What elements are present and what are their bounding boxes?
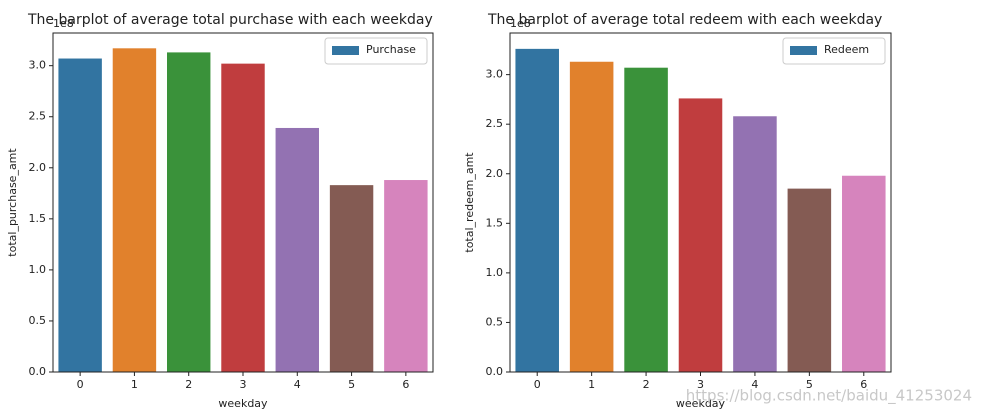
x-tick-label: 3 bbox=[697, 378, 704, 391]
x-tick-label: 3 bbox=[240, 378, 247, 391]
x-axis-label: weekday bbox=[218, 397, 268, 410]
x-tick-label: 6 bbox=[402, 378, 409, 391]
y-tick-label: 2.5 bbox=[29, 110, 47, 123]
y-tick-label: 1.5 bbox=[486, 216, 504, 229]
bar bbox=[221, 63, 265, 372]
y-tick-label: 1.5 bbox=[29, 212, 47, 225]
legend-swatch bbox=[332, 46, 359, 55]
x-tick-label: 4 bbox=[294, 378, 301, 391]
bar bbox=[275, 127, 319, 372]
bar bbox=[167, 52, 211, 372]
y-tick-label: 0.5 bbox=[29, 314, 47, 327]
y-axis-label: total_redeem_amt bbox=[463, 152, 476, 253]
bar bbox=[842, 175, 886, 372]
y-tick-label: 3.0 bbox=[29, 59, 47, 72]
x-tick-label: 0 bbox=[77, 378, 84, 391]
legend-box bbox=[324, 37, 428, 65]
y-tick-label: 3.0 bbox=[486, 68, 504, 81]
x-tick-label: 4 bbox=[751, 378, 758, 391]
bar bbox=[678, 98, 723, 372]
x-tick-label: 2 bbox=[643, 378, 650, 391]
bar bbox=[515, 48, 559, 372]
axes-frame bbox=[52, 32, 434, 373]
bar bbox=[569, 61, 614, 373]
y-tick-label: 0.0 bbox=[486, 365, 504, 378]
y-tick-label: 0.5 bbox=[486, 315, 504, 328]
watermark: https://blog.csdn.net/baidu_41253024 bbox=[686, 387, 972, 406]
legend-label: Redeem bbox=[824, 43, 869, 56]
legend-box bbox=[782, 37, 886, 65]
bar bbox=[787, 188, 832, 372]
x-tick-label: 1 bbox=[131, 378, 138, 391]
x-tick-label: 5 bbox=[806, 378, 813, 391]
y-tick-label: 0.0 bbox=[29, 365, 47, 378]
x-axis-label: weekday bbox=[676, 397, 726, 410]
y-tick-label: 2.0 bbox=[29, 161, 47, 174]
x-tick-label: 6 bbox=[860, 378, 867, 391]
legend-swatch bbox=[790, 46, 817, 55]
bar bbox=[58, 58, 102, 373]
x-tick-label: 2 bbox=[185, 378, 192, 391]
bar bbox=[624, 67, 668, 372]
chart-title: The barplot of average total redeem with… bbox=[487, 12, 882, 28]
bar bbox=[384, 180, 428, 372]
x-tick-label: 5 bbox=[348, 378, 355, 391]
y-tick-label: 2.5 bbox=[486, 117, 504, 130]
axis-offset: 1e8 bbox=[510, 17, 531, 30]
x-tick-label: 0 bbox=[534, 378, 541, 391]
legend-label: Purchase bbox=[366, 43, 416, 56]
bar bbox=[112, 48, 157, 373]
chart-title: The barplot of average total purchase wi… bbox=[27, 12, 433, 28]
x-tick-label: 1 bbox=[588, 378, 595, 391]
y-tick-label: 2.0 bbox=[486, 167, 504, 180]
y-tick-label: 1.0 bbox=[29, 263, 47, 276]
bar bbox=[733, 116, 777, 373]
y-axis-label: total_purchase_amt bbox=[6, 148, 19, 257]
bar bbox=[329, 185, 374, 372]
y-tick-label: 1.0 bbox=[486, 266, 504, 279]
axis-offset: 1e8 bbox=[53, 17, 74, 30]
axes-frame bbox=[509, 32, 892, 373]
